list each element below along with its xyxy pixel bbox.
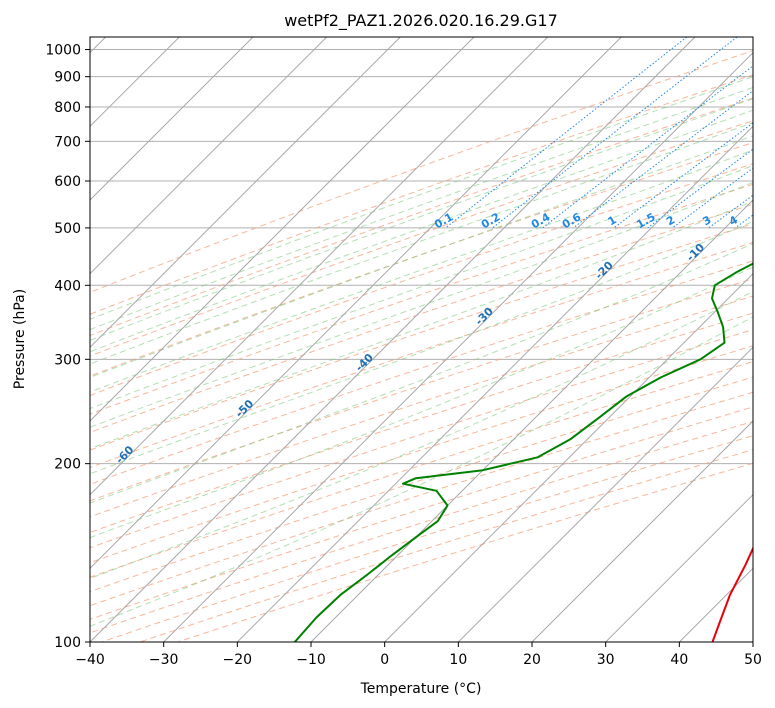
isotherm-lines [90, 37, 753, 642]
isotherm--80 [90, 37, 401, 349]
mixing-line-0.1 [445, 37, 688, 229]
y-tick-label: 500 [54, 221, 81, 237]
moist-adiabat-28 [90, 266, 753, 539]
mixing-line-0.4 [542, 65, 753, 229]
y-tick-label: 200 [54, 457, 81, 473]
dry-adiabat--10 [90, 97, 753, 337]
dewpoint-line [294, 262, 753, 642]
y-axis-label: Pressure (hPa) [12, 289, 28, 389]
moist-adiabat-12 [90, 181, 753, 428]
moist-adiabat--16 [90, 86, 753, 331]
dry-adiabat-10 [90, 142, 753, 377]
mixing-line-1 [613, 122, 753, 229]
y-tick-label: 800 [54, 100, 81, 116]
isotherm--60 [90, 37, 549, 496]
y-tick-label: 600 [54, 174, 81, 190]
isotherm-20 [531, 420, 753, 642]
isotherm--40 [90, 37, 696, 642]
dry-adiabat-100 [90, 312, 753, 534]
isotherm--70 [90, 37, 475, 422]
x-tick-label: −20 [223, 652, 253, 668]
y-tick-label: 1000 [45, 43, 81, 59]
x-axis-label: Temperature (°C) [360, 681, 482, 697]
dry-adiabat-80 [90, 278, 753, 502]
isotherm-0 [384, 272, 753, 642]
dry-adiabat--20 [90, 74, 753, 315]
moist-adiabat-24 [90, 242, 753, 504]
mixing-ratio-lines [445, 37, 753, 229]
isotherm--20 [236, 125, 753, 642]
isotherm-10 [457, 346, 753, 642]
isotherm--90 [90, 37, 328, 275]
isotherm--100 [90, 37, 254, 201]
x-tick-label: −10 [296, 652, 326, 668]
mixing-line-2 [672, 167, 753, 229]
isotherm-30 [605, 493, 753, 642]
y-axis: 1000 900 800 700 600 500 400 300 200 100 [45, 43, 90, 651]
x-axis: −40 −30 −20 −10 0 10 20 30 40 50 [75, 642, 762, 668]
mixing-line-0.2 [492, 37, 738, 229]
dry-adiabat-50 [90, 223, 753, 451]
moist-adiabat--12 [90, 98, 753, 341]
x-tick-label: 50 [744, 652, 762, 668]
y-tick-label: 700 [54, 134, 81, 150]
y-tick-label: 100 [54, 635, 81, 651]
dry-adiabat-130 [90, 361, 753, 578]
moist-adiabat-20 [90, 220, 753, 475]
x-tick-label: 10 [449, 652, 467, 668]
dry-adiabat--30 [90, 50, 753, 293]
y-tick-label: 300 [54, 352, 81, 368]
chart-title: wetPf2_PAZ1.2026.020.16.29.G17 [284, 11, 558, 31]
moist-adiabat--8 [90, 109, 753, 353]
moist-adiabat-16 [90, 200, 753, 450]
y-tick-label: 900 [54, 70, 81, 86]
moist-adiabat-32 [90, 291, 753, 579]
plot-area: -100-90-80-70-60-50-40-30-20-10010203040… [90, 37, 753, 642]
moist-adiabats [90, 76, 753, 627]
x-tick-label: −30 [149, 652, 179, 668]
x-tick-label: 0 [380, 652, 389, 668]
isotherm--30 [163, 51, 753, 642]
moist-adiabat-4 [90, 149, 753, 393]
x-tick-label: 20 [523, 652, 541, 668]
dry-adiabat-110 [90, 329, 753, 549]
moist-adiabat--20 [90, 76, 753, 320]
dry-adiabat-150 [90, 391, 753, 607]
x-tick-label: 40 [670, 652, 688, 668]
y-tick-label: 400 [54, 278, 81, 294]
dry-adiabat-20 [90, 163, 753, 396]
x-tick-label: −40 [75, 652, 105, 668]
isotherm--50 [90, 37, 622, 570]
profile-series [294, 262, 753, 642]
plot-frame [89, 36, 754, 643]
moist-adiabat-8 [90, 164, 753, 410]
x-tick-label: 30 [597, 652, 615, 668]
